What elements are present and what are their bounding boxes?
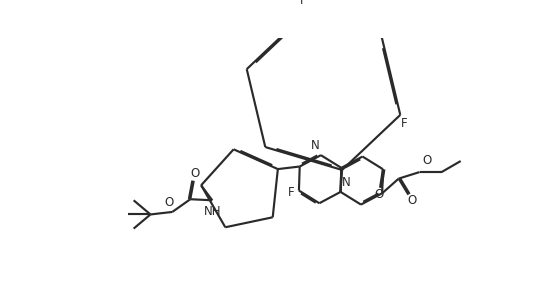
Text: N: N bbox=[342, 176, 351, 189]
Text: N: N bbox=[311, 139, 319, 152]
Text: F: F bbox=[401, 117, 407, 130]
Text: F: F bbox=[288, 186, 295, 199]
Text: NH: NH bbox=[204, 205, 221, 218]
Text: F: F bbox=[300, 0, 307, 7]
Text: O: O bbox=[407, 194, 416, 207]
Text: O: O bbox=[164, 196, 173, 209]
Text: O: O bbox=[375, 188, 384, 201]
Text: O: O bbox=[423, 154, 432, 167]
Text: O: O bbox=[190, 167, 199, 180]
